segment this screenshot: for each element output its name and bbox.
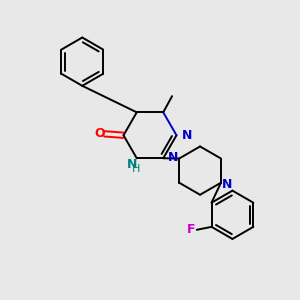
Text: F: F [187,223,196,236]
Text: N: N [222,178,232,191]
Text: N: N [182,129,192,142]
Text: N: N [168,151,178,164]
Text: N: N [127,158,137,171]
Text: O: O [94,127,105,140]
Text: H: H [132,164,140,174]
